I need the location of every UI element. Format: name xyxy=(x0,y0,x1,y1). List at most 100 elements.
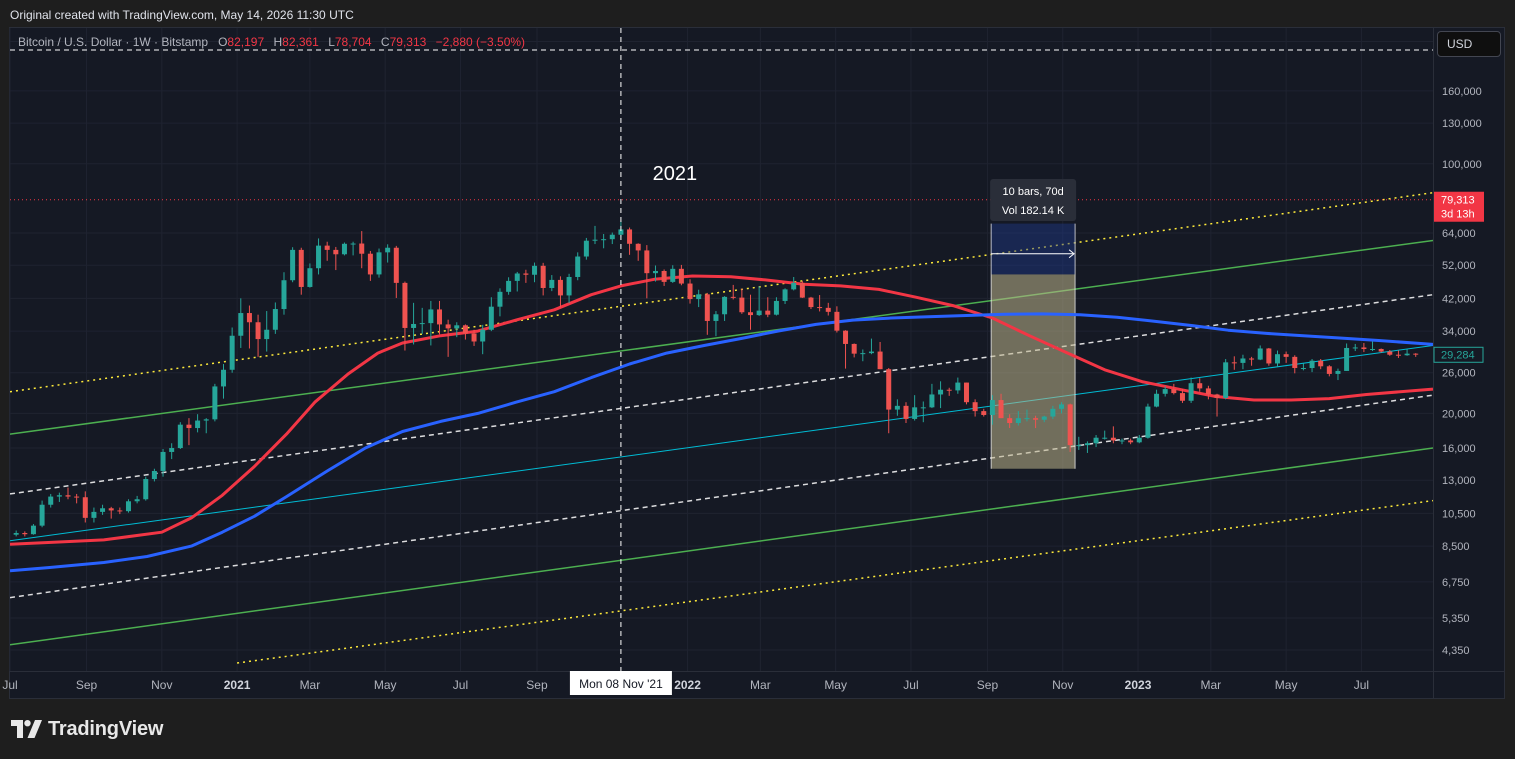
candle-body xyxy=(1102,437,1108,439)
last-price-tag-box xyxy=(1434,191,1484,222)
candle xyxy=(627,227,633,255)
crosshair-date-box xyxy=(569,671,672,695)
candle-body xyxy=(238,313,244,336)
candle-body xyxy=(221,369,227,387)
candle-body xyxy=(808,297,814,308)
candle xyxy=(480,324,486,355)
candle-body xyxy=(1335,370,1341,374)
channel-line xyxy=(10,394,1433,599)
price-tick-label: 160,000 xyxy=(1442,86,1482,98)
candle xyxy=(661,269,667,286)
time-tick-label: 2023 xyxy=(1125,678,1152,692)
candle xyxy=(540,262,546,296)
candle-body xyxy=(246,313,252,323)
candle-body xyxy=(100,508,106,512)
candle xyxy=(151,468,157,482)
candle-body xyxy=(1171,389,1177,394)
symbol-legend[interactable]: Bitcoin / U.S. Dollar · 1W · Bitstamp O8… xyxy=(18,35,531,49)
candle xyxy=(100,504,106,515)
candle xyxy=(1179,389,1185,403)
candle xyxy=(1015,411,1021,426)
candle-body xyxy=(860,353,866,355)
candle-body xyxy=(894,405,900,410)
tradingview-logo[interactable]: TradingView xyxy=(11,716,163,742)
candle-body xyxy=(938,389,944,395)
candle xyxy=(566,273,572,304)
candle-body xyxy=(834,311,840,331)
candle-body xyxy=(264,329,270,340)
price-tick-label: 64,000 xyxy=(1442,228,1476,240)
candle-body xyxy=(989,400,995,415)
candle-body xyxy=(290,249,296,281)
candle-body xyxy=(920,407,926,409)
candle-body xyxy=(1214,394,1220,398)
current-value-label: 29,284 xyxy=(1441,349,1475,361)
candle xyxy=(808,296,814,310)
candle xyxy=(834,306,840,333)
date-range-tool[interactable] xyxy=(990,223,1076,469)
candle xyxy=(1162,386,1168,397)
candle xyxy=(678,264,684,286)
candle xyxy=(255,314,261,357)
year-annotation: 2021 xyxy=(653,163,698,185)
tradingview-wordmark: TradingView xyxy=(48,717,164,740)
symbol-name: Bitcoin / U.S. Dollar · 1W · Bitstamp xyxy=(18,35,209,49)
candle xyxy=(238,298,244,348)
price-axis[interactable]: 220,000160,000130,000100,00064,00052,000… xyxy=(1442,36,1482,657)
candle-body xyxy=(1041,416,1047,420)
candle xyxy=(385,244,391,263)
currency-button[interactable]: USD xyxy=(1437,31,1501,57)
candle xyxy=(989,395,995,425)
chart-panel[interactable] xyxy=(9,27,1505,699)
candle-body xyxy=(1223,362,1229,398)
candle-body xyxy=(1387,351,1393,355)
candle xyxy=(782,288,788,304)
candle-body xyxy=(229,335,235,370)
candle xyxy=(22,531,28,537)
change-value: −2,880 (−3.50%) xyxy=(435,35,526,49)
candle xyxy=(1335,368,1341,381)
candle-body xyxy=(1179,393,1185,401)
candle xyxy=(281,272,287,315)
time-tick-label: Mar xyxy=(750,678,771,692)
candle xyxy=(644,245,650,299)
candle-body xyxy=(1067,404,1073,446)
candle-body xyxy=(333,249,339,255)
candle-body xyxy=(1300,368,1306,370)
low-value: 78,704 xyxy=(334,35,372,49)
candle-body xyxy=(652,270,658,274)
candle xyxy=(1223,359,1229,400)
candle-body xyxy=(22,533,28,535)
time-axis[interactable]: Jul Sep Nov 2021 Mar May Jul Sep 2022 Mar May Jul Se… xyxy=(2,678,1369,692)
candle xyxy=(704,292,710,335)
candle xyxy=(860,349,866,362)
candle xyxy=(877,341,883,370)
candle xyxy=(791,276,797,291)
candle xyxy=(1326,365,1332,377)
candle-body xyxy=(868,351,874,354)
candle-body xyxy=(998,400,1004,419)
candle xyxy=(221,364,227,399)
candle xyxy=(799,280,805,298)
channel-line xyxy=(10,293,1433,495)
candle-body xyxy=(393,247,399,283)
candle-body xyxy=(575,256,581,277)
candle xyxy=(117,507,123,515)
candle xyxy=(938,381,944,409)
candle-body xyxy=(557,279,563,296)
candle-body xyxy=(376,252,382,275)
candle xyxy=(722,296,728,321)
candle-body xyxy=(886,369,892,410)
candle-body xyxy=(678,268,684,284)
time-tick-label: Jul xyxy=(453,678,468,692)
candle xyxy=(981,408,987,417)
candle-body xyxy=(1352,347,1358,349)
time-tick-label: Jul xyxy=(1354,678,1369,692)
candle xyxy=(1413,353,1419,357)
candle xyxy=(1387,350,1393,356)
candle xyxy=(125,499,131,513)
candle xyxy=(1119,438,1125,445)
time-tick-label: May xyxy=(1275,678,1298,692)
candle-body xyxy=(160,451,166,471)
